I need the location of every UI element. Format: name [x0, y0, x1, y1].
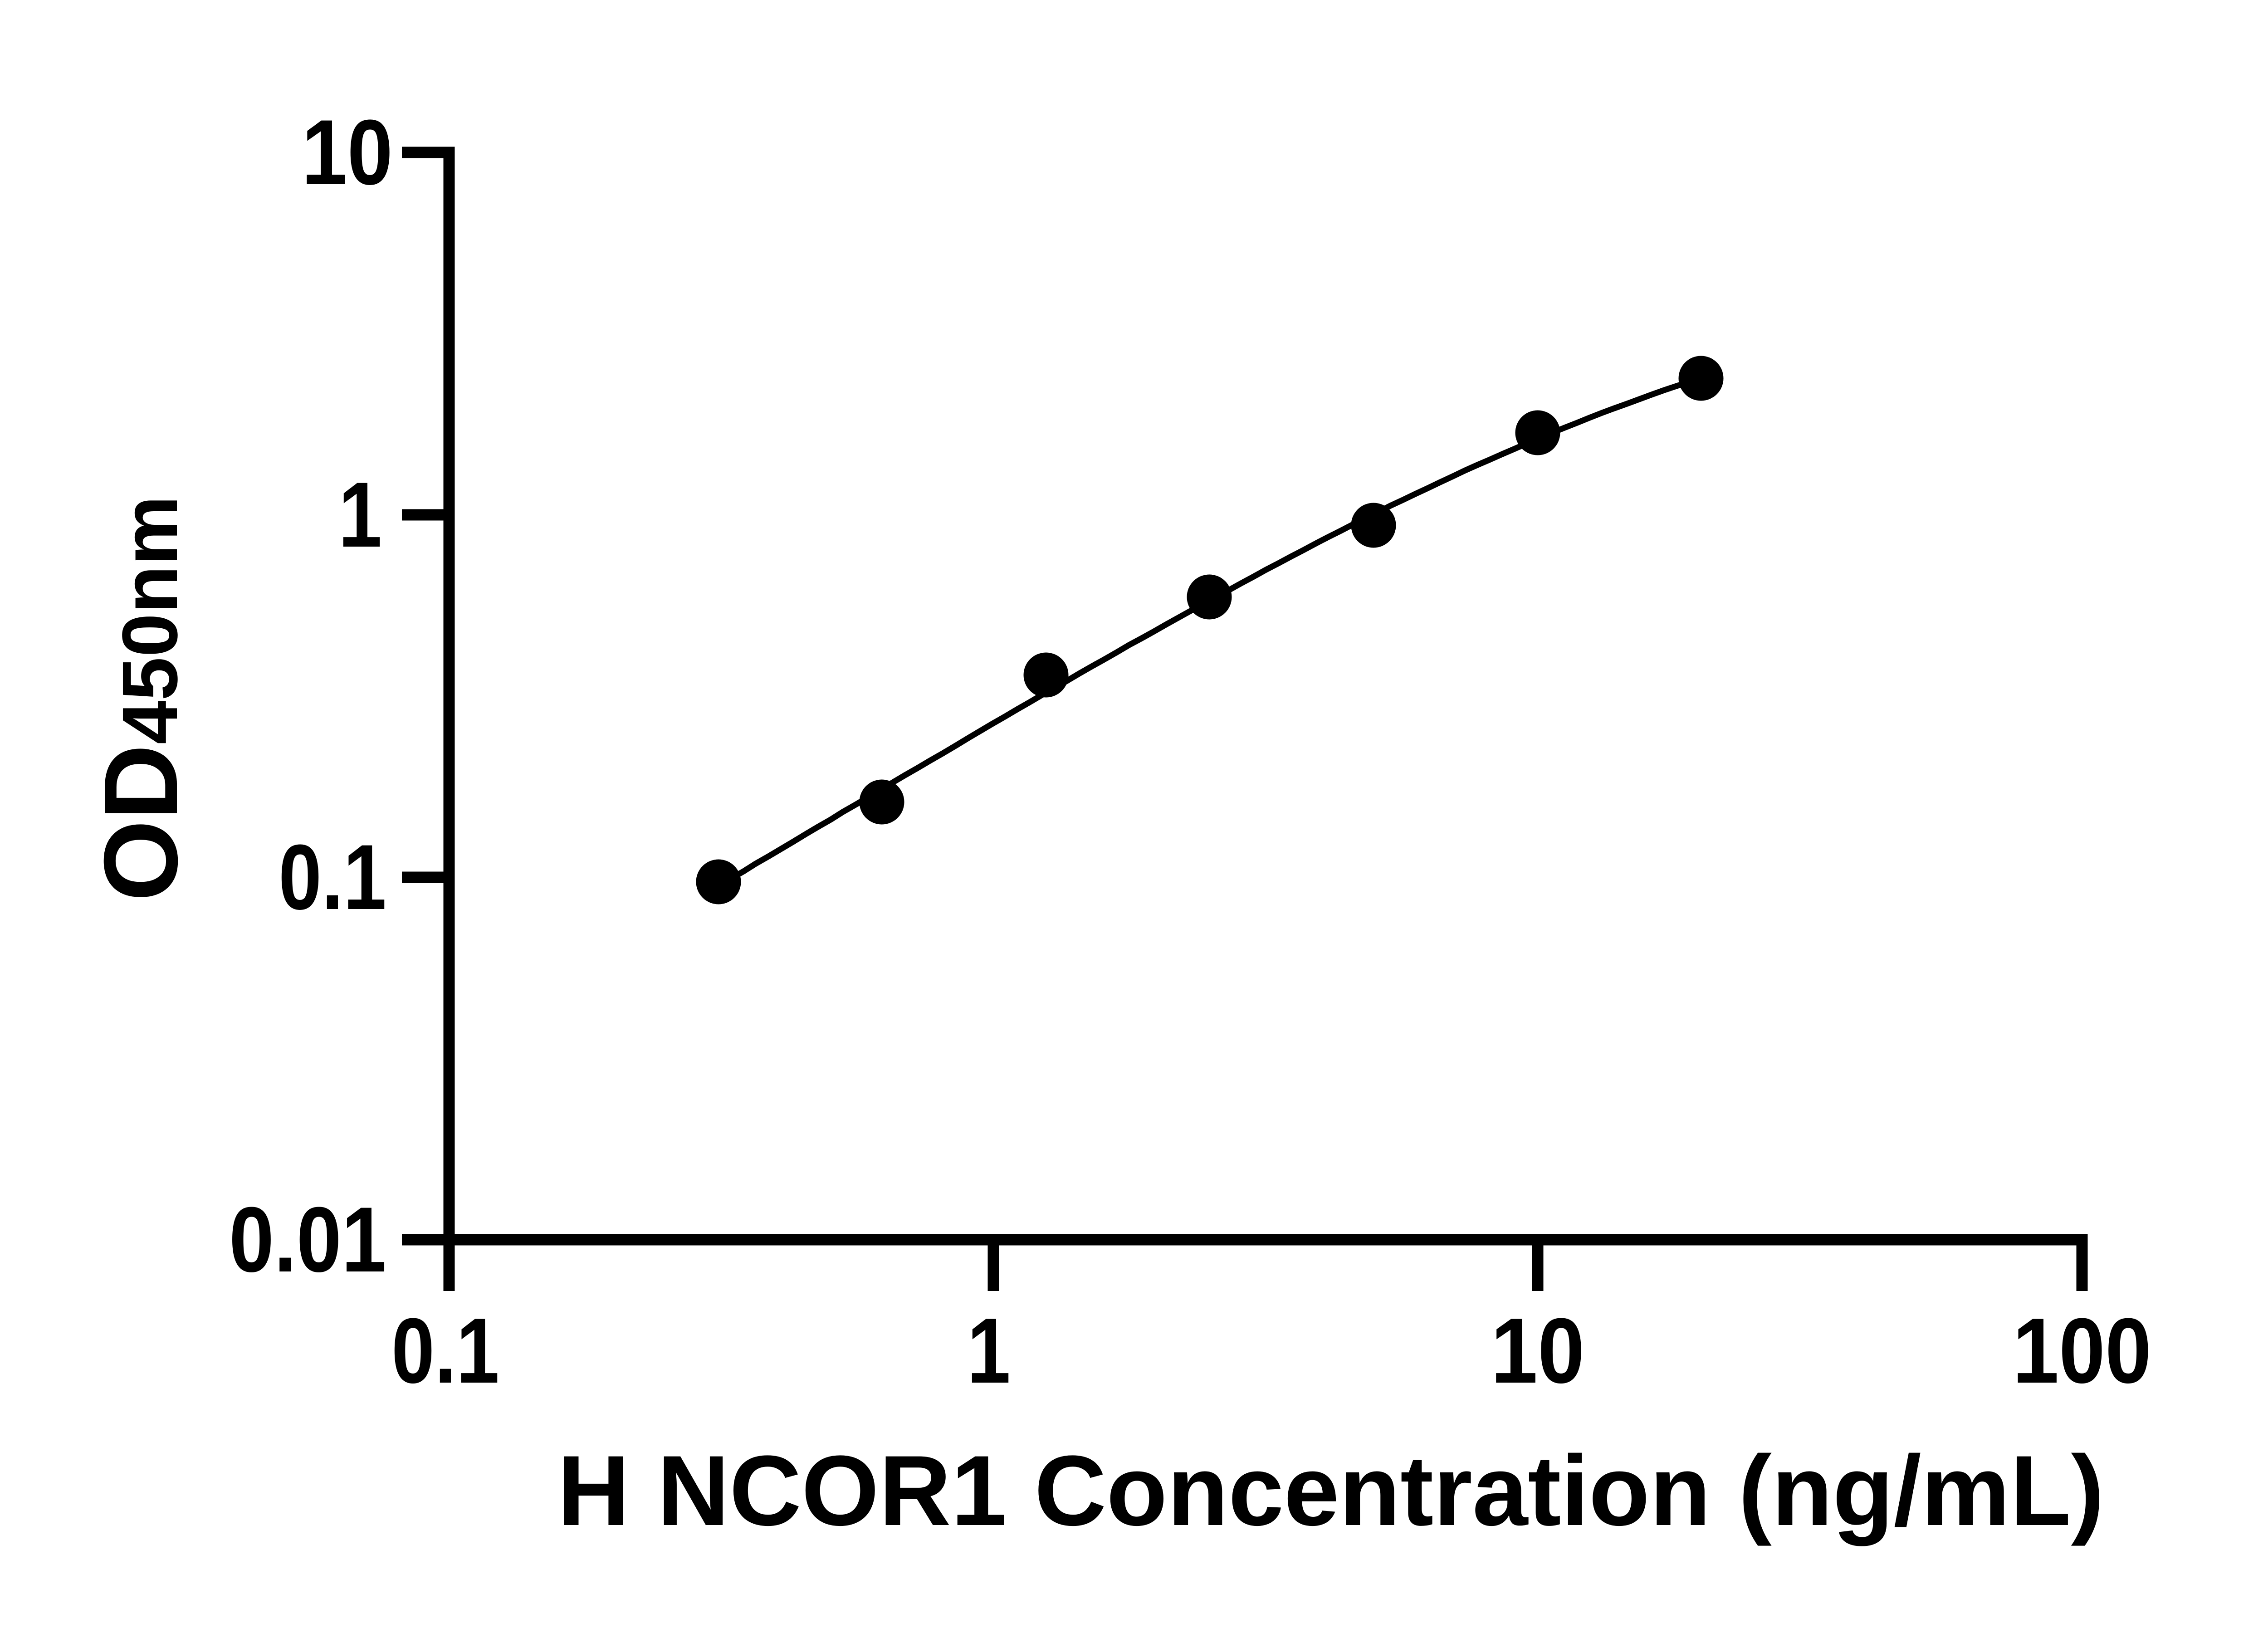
svg-text:H NCOR1 Concentration (ng/mL): H NCOR1 Concentration (ng/mL): [557, 1435, 2104, 1546]
svg-text:0.1: 0.1: [279, 826, 386, 929]
svg-text:10: 10: [302, 101, 393, 204]
svg-text:1: 1: [338, 463, 382, 567]
svg-text:0.01: 0.01: [229, 1188, 386, 1291]
svg-text:1: 1: [967, 1299, 1011, 1403]
svg-text:10: 10: [1491, 1299, 1585, 1403]
svg-text:OD450nm: OD450nm: [82, 496, 199, 902]
svg-text:0.1: 0.1: [391, 1299, 499, 1403]
svg-text:100: 100: [2013, 1299, 2151, 1403]
